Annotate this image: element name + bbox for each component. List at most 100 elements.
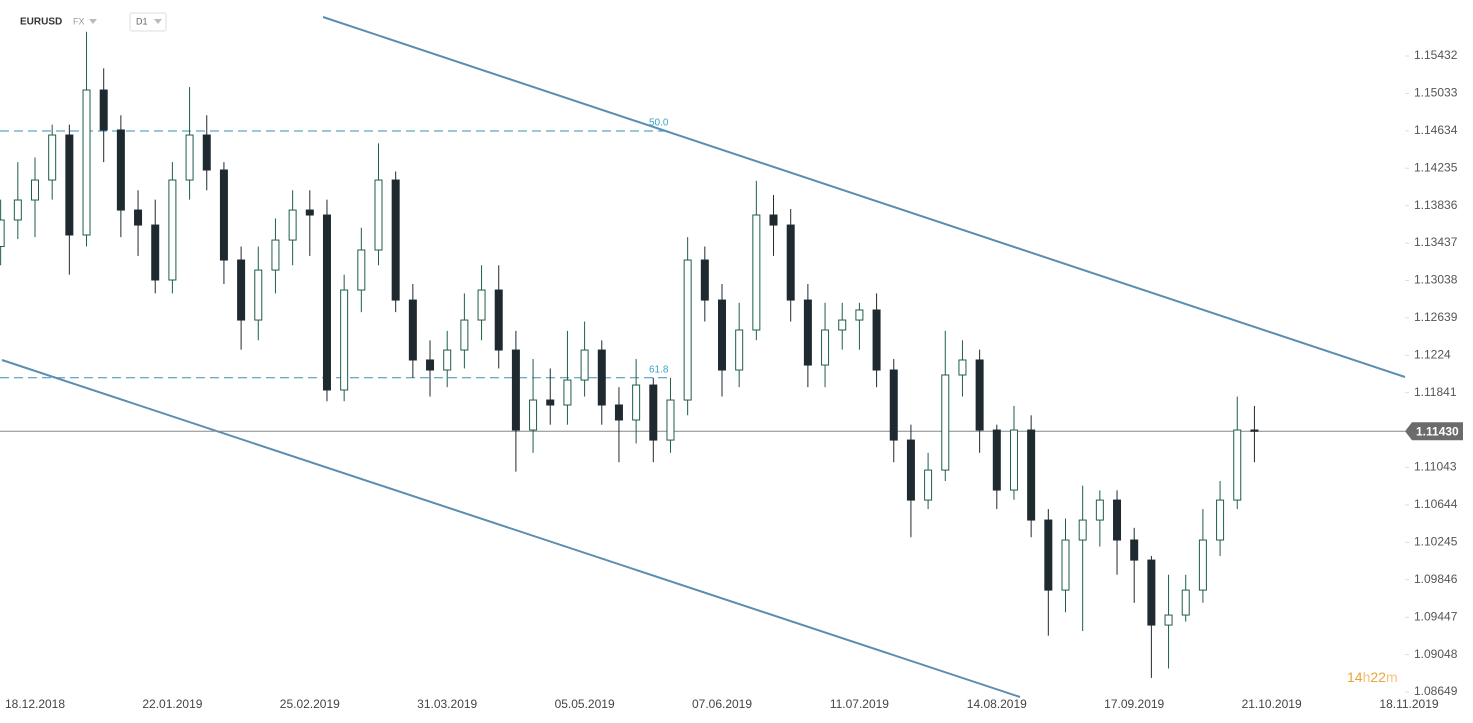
candle-body (374, 179, 383, 251)
interval-dropdown[interactable] (154, 19, 162, 24)
candle-body (975, 359, 984, 431)
candle-body (477, 289, 486, 321)
candle-body (1250, 429, 1259, 432)
candle-body (666, 399, 675, 441)
candle-body (769, 214, 778, 226)
candle-body (1044, 519, 1053, 591)
y-tick-label: 1.14235 (1414, 160, 1458, 174)
candle-body (580, 349, 589, 381)
candle-body (271, 239, 280, 271)
candle-body (786, 224, 795, 301)
candle-body (1113, 499, 1122, 541)
candle-body (460, 319, 469, 351)
countdown-part: 22 (1370, 669, 1386, 685)
y-tick-label: 1.09048 (1414, 647, 1458, 661)
candle-body (752, 214, 761, 331)
x-tick-label: 21.10.2019 (1242, 697, 1302, 711)
candle-body (443, 349, 452, 371)
candle-body (254, 269, 263, 321)
candle-body (1181, 589, 1190, 616)
x-tick-label: 14.08.2019 (967, 697, 1027, 711)
channel-upper (322, 16, 1406, 378)
candle-body (305, 209, 314, 216)
interval-box[interactable] (129, 12, 167, 32)
candle-body (906, 439, 915, 501)
last-price-tag (1405, 422, 1463, 441)
candle-body (151, 224, 160, 281)
candle-body (82, 89, 91, 236)
candle-body (31, 179, 39, 201)
candle-body (99, 89, 108, 131)
candle-body (924, 469, 933, 501)
y-tick-label: 1.13038 (1414, 273, 1458, 287)
candle-body (511, 349, 520, 431)
candle-body (855, 309, 864, 321)
y-tick-label: 1.10245 (1414, 535, 1458, 549)
candle-body (65, 134, 74, 236)
countdown-part: 14 (1347, 669, 1363, 685)
candle-body (1198, 539, 1207, 591)
last-price-label: 1.11430 (1416, 424, 1459, 438)
fib-label: 61.8 (649, 364, 669, 375)
candle-body (649, 384, 658, 441)
candle-body (614, 404, 623, 421)
y-tick-label: 1.08649 (1414, 684, 1458, 698)
y-tick-label: 1.14634 (1414, 123, 1458, 137)
candle-body (13, 199, 22, 221)
candle-body (597, 349, 606, 406)
candle-body (683, 259, 692, 401)
candle-body (219, 169, 228, 261)
candle-body (803, 299, 812, 366)
candle-body (941, 374, 950, 471)
candle-body (48, 134, 57, 181)
candle-body (340, 289, 349, 391)
y-tick-label: 1.13437 (1414, 235, 1458, 249)
candle-body (494, 289, 503, 351)
candle-body (322, 214, 331, 391)
x-tick-label: 11.07.2019 (830, 697, 889, 711)
symbol[interactable]: EURUSD (20, 17, 62, 28)
candle-body (821, 329, 830, 366)
candle-body (632, 384, 641, 421)
candle-body (889, 369, 898, 441)
candle-body (1061, 539, 1070, 591)
x-tick-label: 25.02.2019 (280, 697, 340, 711)
candle-body (116, 129, 125, 211)
candle-body (1233, 429, 1242, 501)
y-tick-label: 1.11841 (1414, 385, 1457, 399)
countdown-part: h (1363, 669, 1371, 685)
candle-body (168, 179, 177, 281)
candle-body (992, 429, 1001, 491)
candle-body (1027, 429, 1036, 521)
candle-body (0, 219, 5, 248)
y-tick-label: 1.10644 (1414, 497, 1458, 511)
candle-body (391, 179, 400, 301)
channel-lower (1, 359, 1021, 698)
y-tick-label: 1.09846 (1414, 572, 1458, 586)
interval[interactable]: D1 (136, 16, 148, 26)
y-tick-label: 1.09447 (1414, 609, 1458, 623)
symbol-dropdown[interactable] (89, 19, 97, 24)
candle-body (838, 319, 847, 331)
candle-body (1095, 499, 1104, 521)
x-tick-label: 22.01.2019 (142, 697, 202, 711)
x-tick-label: 18.12.2018 (5, 697, 65, 711)
countdown: 14h22m (1347, 669, 1398, 685)
candle-body (718, 299, 726, 371)
candle-body (546, 399, 555, 406)
candle-body (872, 309, 881, 371)
y-tick-label: 1.12639 (1414, 310, 1458, 324)
candle-body (357, 249, 366, 291)
candle-body (1078, 519, 1087, 541)
x-tick-label: 05.05.2019 (555, 697, 615, 711)
candle-body (1130, 539, 1139, 561)
candle-body (134, 209, 143, 226)
candle-body (1147, 559, 1156, 626)
candle-body (958, 359, 967, 376)
y-tick-label: 1.1224 (1414, 347, 1451, 361)
x-tick-label: 31.03.2019 (417, 697, 477, 711)
x-tick-label: 07.06.2019 (692, 697, 752, 711)
x-tick-label: 18.11.2019 (1379, 697, 1438, 711)
candle-body (426, 359, 435, 371)
